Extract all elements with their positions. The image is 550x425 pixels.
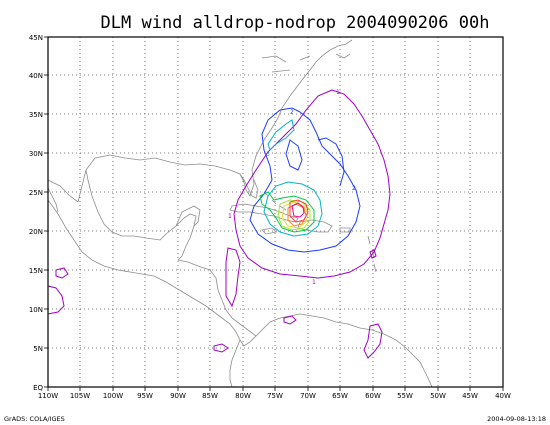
graticule-grid: [48, 37, 503, 387]
x-tick-label: 85W: [202, 392, 218, 400]
y-tick-label: EQ: [33, 384, 43, 392]
x-tick-label: 65W: [332, 392, 348, 400]
contour-9: [291, 202, 305, 218]
y-tick-label: 40N: [29, 72, 43, 80]
contour-2-north: [285, 139, 303, 171]
contour-label-3-north: 3: [266, 151, 270, 158]
contour-label-2-north: 2: [290, 109, 294, 116]
contour-1-east: [369, 249, 377, 259]
contour-3-main: [263, 181, 323, 237]
contours: [47, 89, 391, 359]
contour-1-outer: [233, 89, 391, 279]
x-tick-label: 80W: [235, 392, 251, 400]
x-tick-label: 60W: [365, 392, 381, 400]
contour-label-1-bottom: 1: [312, 279, 316, 286]
y-axis-labels: EQ 5N 10N 15N 20N 25N 30N 35N 40N 45N: [29, 34, 44, 392]
footer-source: GrADS: COLA/IGES: [4, 415, 65, 423]
y-tick-label: 45N: [29, 34, 43, 42]
axis-ticks: [44, 36, 504, 391]
x-tick-label: 110W: [38, 392, 58, 400]
contour-2-main: [249, 107, 361, 253]
x-tick-label: 95W: [137, 392, 153, 400]
y-tick-label: 30N: [29, 150, 43, 158]
contour-label-2-east: 2: [352, 185, 356, 192]
contour-1-south-b: [283, 315, 297, 325]
contour-1-se: [363, 323, 383, 359]
contour-1-west: [55, 267, 69, 279]
contour-1-sw: [225, 247, 241, 308]
map-title: DLM wind alldrop-nodrop 2004090206 00h: [101, 13, 490, 33]
contour-2-inner: [317, 137, 345, 187]
contour-8: [289, 199, 309, 223]
x-tick-label: 45W: [462, 392, 478, 400]
y-tick-label: 35N: [29, 111, 43, 119]
x-tick-label: 100W: [103, 392, 123, 400]
x-tick-label: 70W: [300, 392, 316, 400]
footer-timestamp: 2004-09-08-13:18: [487, 415, 546, 423]
y-tick-label: 25N: [29, 189, 43, 197]
contour-3-north: [267, 119, 295, 151]
x-tick-label: 50W: [430, 392, 446, 400]
contour-1-south-a: [213, 343, 229, 353]
y-tick-label: 5N: [33, 345, 43, 353]
x-tick-label: 55W: [397, 392, 413, 400]
y-tick-label: 10N: [29, 306, 43, 314]
contour-1-left-edge: [47, 285, 65, 315]
x-tick-label: 75W: [267, 392, 283, 400]
coastlines: [47, 39, 433, 388]
y-tick-label: 15N: [29, 267, 43, 275]
contour-6: [281, 201, 309, 229]
contour-label-1-left: 1: [228, 213, 232, 220]
y-tick-label: 20N: [29, 228, 43, 236]
x-axis-labels: 110W 105W 100W 95W 90W 85W 80W 75W 70W 6…: [38, 392, 511, 400]
contour-label-1-top: 1: [336, 89, 340, 96]
x-tick-label: 40W: [495, 392, 511, 400]
map-frame: [47, 36, 504, 388]
contour-4: [259, 191, 315, 233]
x-tick-label: 105W: [70, 392, 90, 400]
x-tick-label: 90W: [170, 392, 186, 400]
